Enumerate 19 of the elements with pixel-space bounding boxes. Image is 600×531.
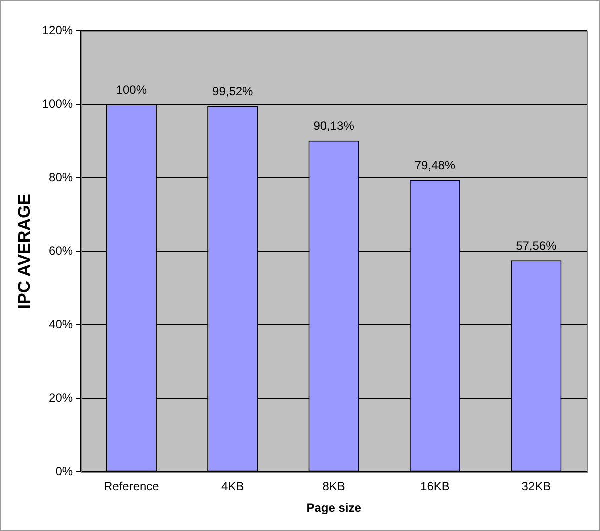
x-tick-label: Reference [104, 480, 160, 494]
y-tick-label: 120% [42, 23, 74, 38]
y-axis-title: IPC AVERAGE [14, 194, 34, 310]
data-label: 90,13% [314, 119, 355, 134]
x-axis-title: Page size [306, 501, 362, 516]
x-tick-label: 4KB [222, 480, 244, 494]
data-label: 99,52% [212, 84, 254, 99]
y-tick-label: 40% [49, 317, 74, 332]
x-tick-label: 32KB [522, 480, 552, 494]
y-tick-label: 0% [56, 464, 74, 479]
y-tick-label: 80% [49, 170, 74, 184]
x-tick-label: 16KB [420, 480, 450, 494]
y-tick-label: 60% [49, 244, 74, 258]
data-label: 57,56% [516, 238, 558, 253]
data-label: 100% [116, 82, 148, 97]
y-tick-label: 100% [42, 96, 74, 111]
data-label: 79,48% [414, 158, 456, 172]
y-tick-label: 20% [49, 390, 74, 405]
x-tick-label: 8KB [322, 480, 346, 494]
